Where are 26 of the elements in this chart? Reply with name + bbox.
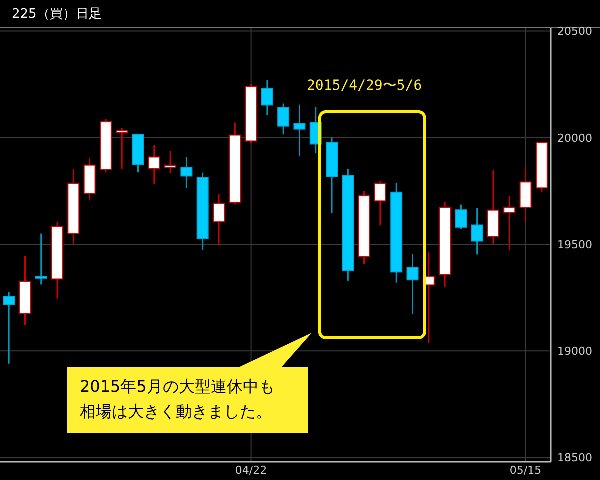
y-tick-label: 20000 [558, 132, 592, 145]
candlestick [278, 102, 290, 136]
candlestick [471, 208, 484, 256]
annotation: 2015年5月の大型連休中も [80, 377, 275, 396]
y-tick-label: 20500 [558, 25, 592, 38]
annotation: 相場は大きく動きました。 [80, 402, 272, 421]
candlestick [116, 127, 128, 170]
candlestick [164, 150, 177, 174]
chart-title: 225（買）日足 [12, 7, 102, 22]
candlestick [374, 180, 386, 226]
candlestick [35, 233, 48, 286]
candlestick [212, 193, 225, 246]
annotation: 2015/4/29〜5/6 [307, 78, 422, 94]
y-tick-label: 18500 [558, 452, 592, 465]
candlestick [455, 204, 468, 230]
x-tick-label: 05/15 [510, 464, 542, 477]
y-tick-label: 19500 [558, 238, 592, 252]
candlestick [294, 104, 306, 158]
y-tick-label: 19000 [558, 345, 592, 358]
candlestick [261, 80, 274, 116]
candlestick [406, 254, 419, 316]
candlestick [148, 144, 160, 185]
x-tick-label: 04/22 [235, 464, 268, 477]
candlestick [504, 195, 516, 251]
candlestick [180, 156, 193, 190]
candlestick [3, 291, 16, 365]
